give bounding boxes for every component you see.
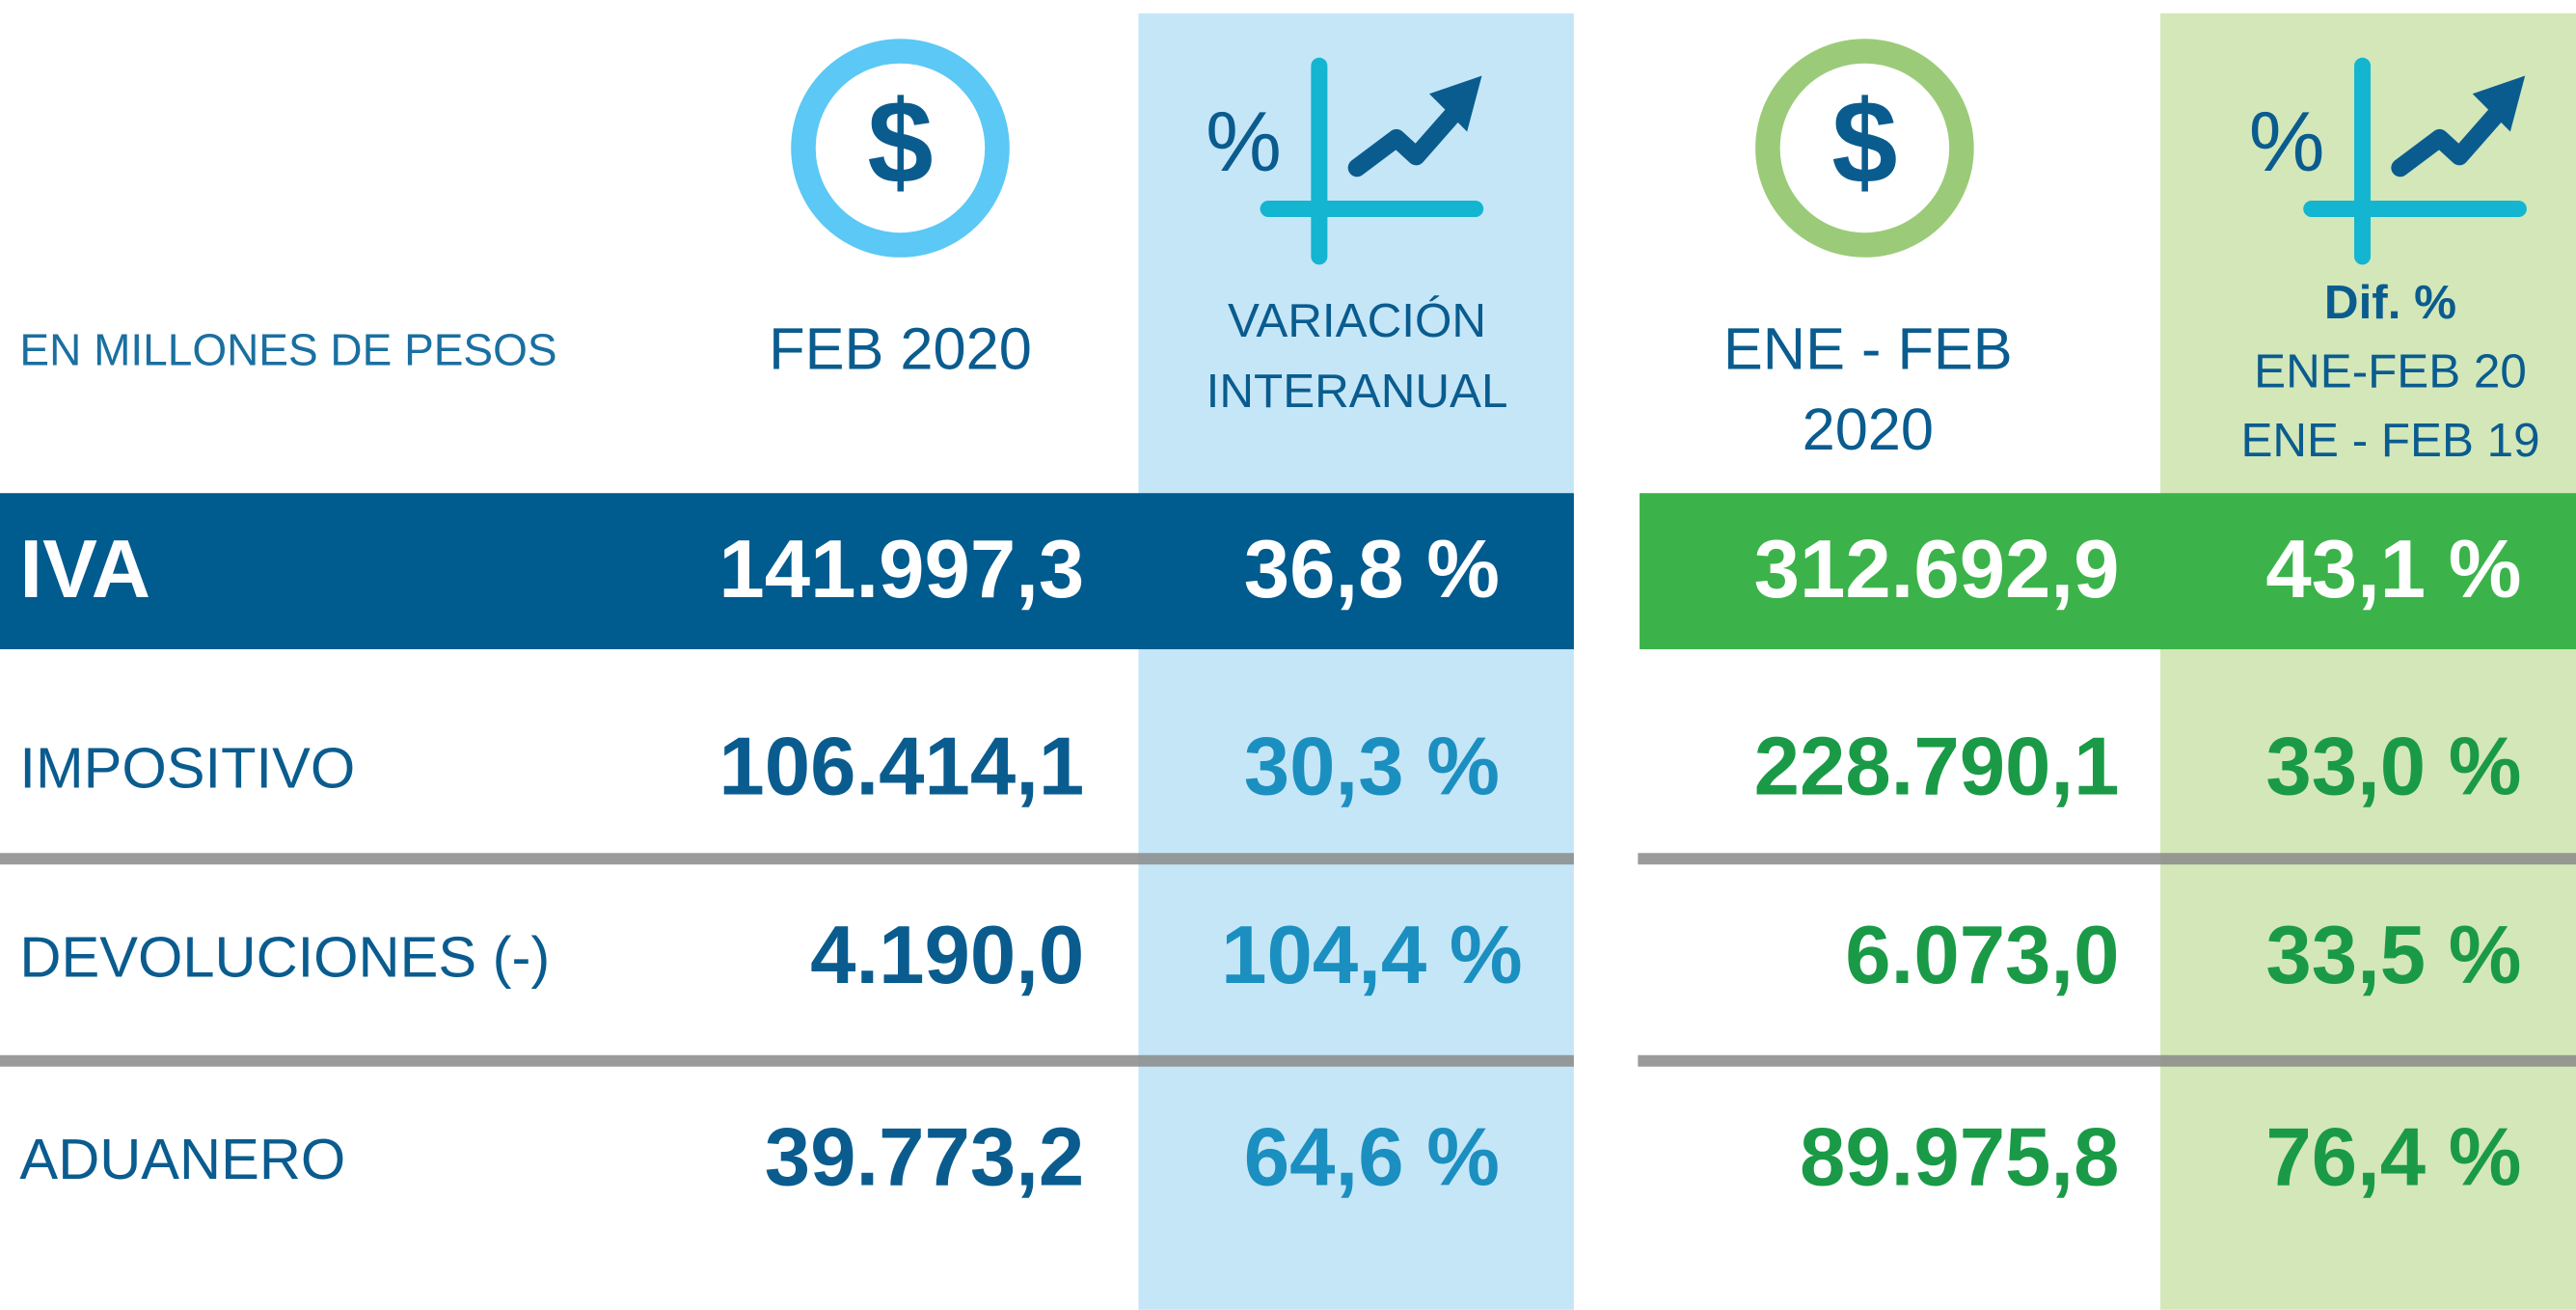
currency-icon: $ [1755, 39, 1974, 258]
column-header: ENE - FEB [1723, 315, 2013, 382]
cell-value: 141.997,3 [719, 524, 1084, 615]
icon-ring [1755, 39, 1974, 258]
table-rows: IVA 141.997,3 36,8 % 312.692,9 43,1 % IMPOSIT… [19, 524, 2521, 1204]
cell-value: 104,4 % [1221, 910, 1522, 1001]
separator [1638, 1054, 2576, 1067]
icon-symbol: % [2249, 94, 2325, 189]
icon-arrowhead [2472, 75, 2526, 132]
cell-value: 64,6 % [1244, 1112, 1500, 1204]
column-header: Dif. % [2324, 276, 2456, 329]
column-header: FEB 2020 [769, 315, 1032, 382]
currency-icon: $ [791, 39, 1010, 258]
row-band [0, 493, 1574, 650]
cell-value: 30,3 % [1244, 721, 1500, 812]
row-label: ADUANERO [19, 1127, 345, 1191]
cell-value: 89.975,8 [1800, 1112, 2119, 1204]
column-header: ENE - FEB 19 [2240, 414, 2539, 467]
column-header: INTERANUAL [1207, 365, 1508, 418]
cell-value: 312.692,9 [1754, 524, 2120, 615]
column-header: 2020 [1803, 396, 1934, 462]
column-header: ENE-FEB 20 [2254, 345, 2527, 398]
cell-value: 4.190,0 [810, 910, 1084, 1001]
cell-value: 33,5 % [2265, 910, 2521, 1001]
cell-value: 36,8 % [1244, 524, 1500, 615]
icon-arrowhead [1428, 75, 1482, 132]
cell-value: 39.773,2 [765, 1112, 1084, 1204]
growth-icon: % [1206, 57, 1484, 265]
row-band [1640, 493, 2576, 650]
column-highlight [1138, 13, 1574, 1310]
unit-label: EN MILLONES DE PESOS [19, 325, 556, 375]
cell-value: 6.073,0 [1845, 910, 2119, 1001]
icon-ring [791, 39, 1010, 258]
cell-value: 106.414,1 [719, 721, 1084, 812]
row-label: DEVOLUCIONES (-) [19, 924, 550, 989]
column-header: VARIACIÓN [1228, 294, 1486, 347]
cell-value: 43,1 % [2265, 524, 2521, 615]
icon-trend [1347, 106, 1462, 177]
separator [0, 853, 1574, 865]
icon-symbol: $ [1831, 75, 1897, 207]
row-label: IMPOSITIVO [19, 736, 355, 801]
cell-value: 76,4 % [2265, 1112, 2521, 1204]
growth-icon: % [2249, 57, 2527, 265]
cell-value: 33,0 % [2265, 721, 2521, 812]
icon-trend [2391, 106, 2505, 177]
cell-value: 228.790,1 [1754, 721, 2120, 812]
separators [0, 853, 2576, 1067]
icon-symbol: % [1206, 94, 1282, 189]
separator [0, 1054, 1574, 1067]
separator [1638, 853, 2576, 865]
icon-symbol: $ [867, 75, 933, 207]
row-label: IVA [19, 524, 150, 615]
